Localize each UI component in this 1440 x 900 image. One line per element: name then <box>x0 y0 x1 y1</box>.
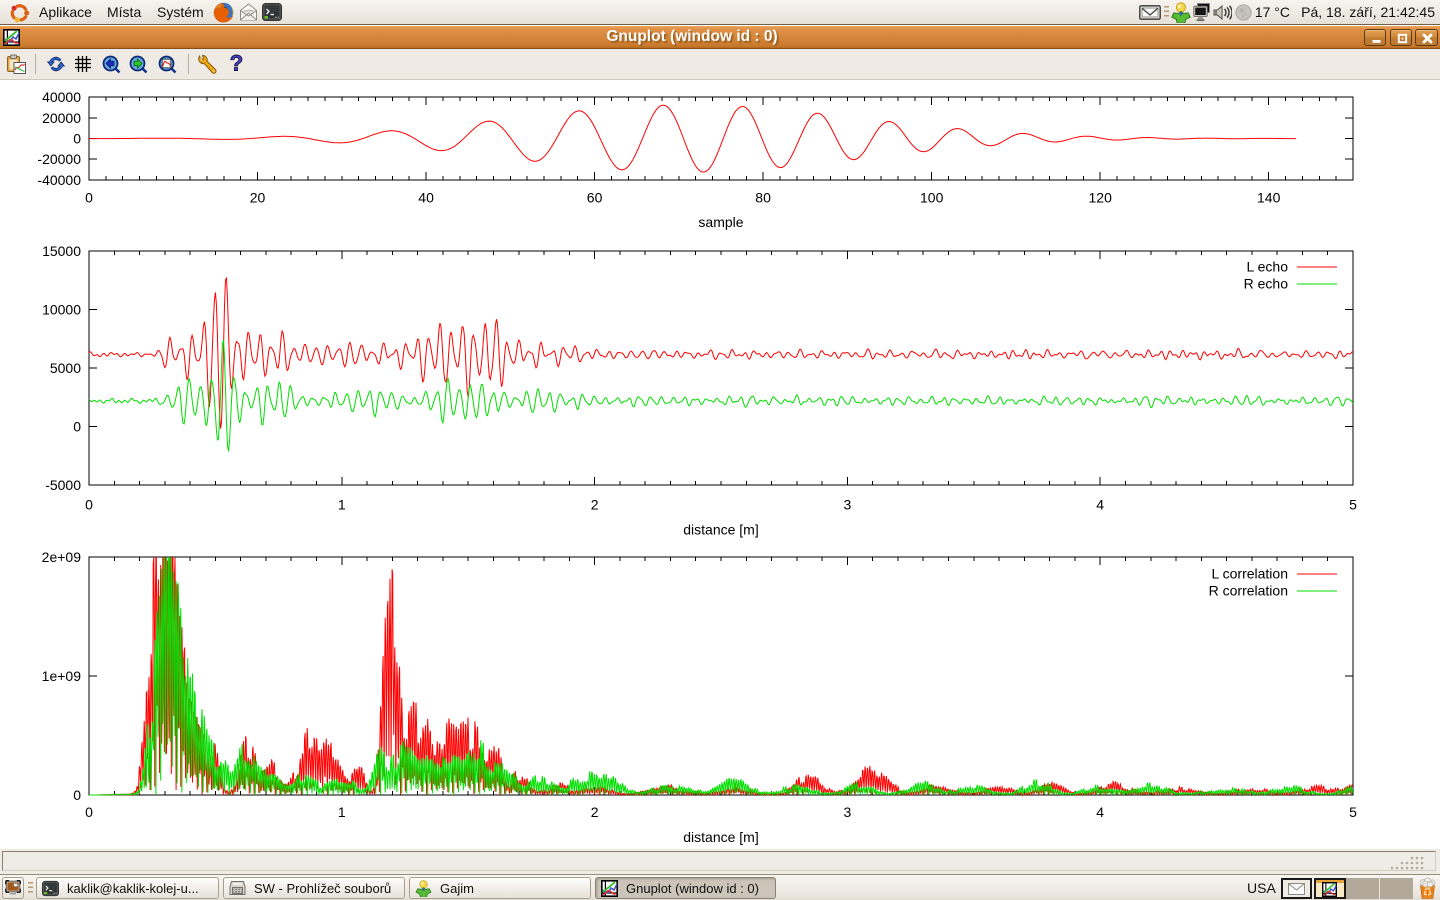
svg-text:4: 4 <box>1096 497 1104 513</box>
svg-text:2e+09: 2e+09 <box>42 549 82 565</box>
svg-text:5: 5 <box>1349 497 1357 513</box>
svg-text:0: 0 <box>85 190 93 206</box>
svg-text:140: 140 <box>1257 190 1281 206</box>
svg-text:40000: 40000 <box>42 89 81 105</box>
svg-text:1: 1 <box>338 497 346 513</box>
svg-text:0: 0 <box>73 131 81 147</box>
svg-text:3: 3 <box>844 497 852 513</box>
svg-text:3: 3 <box>844 804 852 820</box>
svg-text:1e+09: 1e+09 <box>42 668 82 684</box>
svg-text:80: 80 <box>755 190 771 206</box>
svg-text:-40000: -40000 <box>37 172 81 188</box>
svg-text:10000: 10000 <box>42 302 81 318</box>
svg-text:60: 60 <box>587 190 603 206</box>
svg-text:20000: 20000 <box>42 110 81 126</box>
svg-text:120: 120 <box>1089 190 1113 206</box>
svg-text:0: 0 <box>85 804 93 820</box>
svg-text:L echo: L echo <box>1246 259 1288 275</box>
svg-text:0: 0 <box>73 419 81 435</box>
svg-text:R echo: R echo <box>1244 276 1289 292</box>
svg-text:2: 2 <box>591 804 599 820</box>
svg-text:L correlation: L correlation <box>1211 566 1288 582</box>
svg-text:5000: 5000 <box>50 360 81 376</box>
svg-text:-20000: -20000 <box>37 151 81 167</box>
svg-text:100: 100 <box>920 190 944 206</box>
svg-text:5: 5 <box>1349 804 1357 820</box>
svg-text:distance [m]: distance [m] <box>683 829 758 845</box>
svg-text:distance [m]: distance [m] <box>683 522 758 538</box>
svg-text:R correlation: R correlation <box>1209 583 1288 599</box>
svg-text:?: ? <box>230 53 243 75</box>
svg-text:15000: 15000 <box>42 243 81 259</box>
svg-text:20: 20 <box>250 190 266 206</box>
svg-text:-5000: -5000 <box>45 477 81 493</box>
svg-text:0: 0 <box>85 497 93 513</box>
svg-text:0: 0 <box>73 787 81 803</box>
svg-text:40: 40 <box>418 190 434 206</box>
svg-text:1: 1 <box>338 804 346 820</box>
svg-text:sample: sample <box>698 214 743 230</box>
svg-text:4: 4 <box>1096 804 1104 820</box>
svg-text:2: 2 <box>591 497 599 513</box>
